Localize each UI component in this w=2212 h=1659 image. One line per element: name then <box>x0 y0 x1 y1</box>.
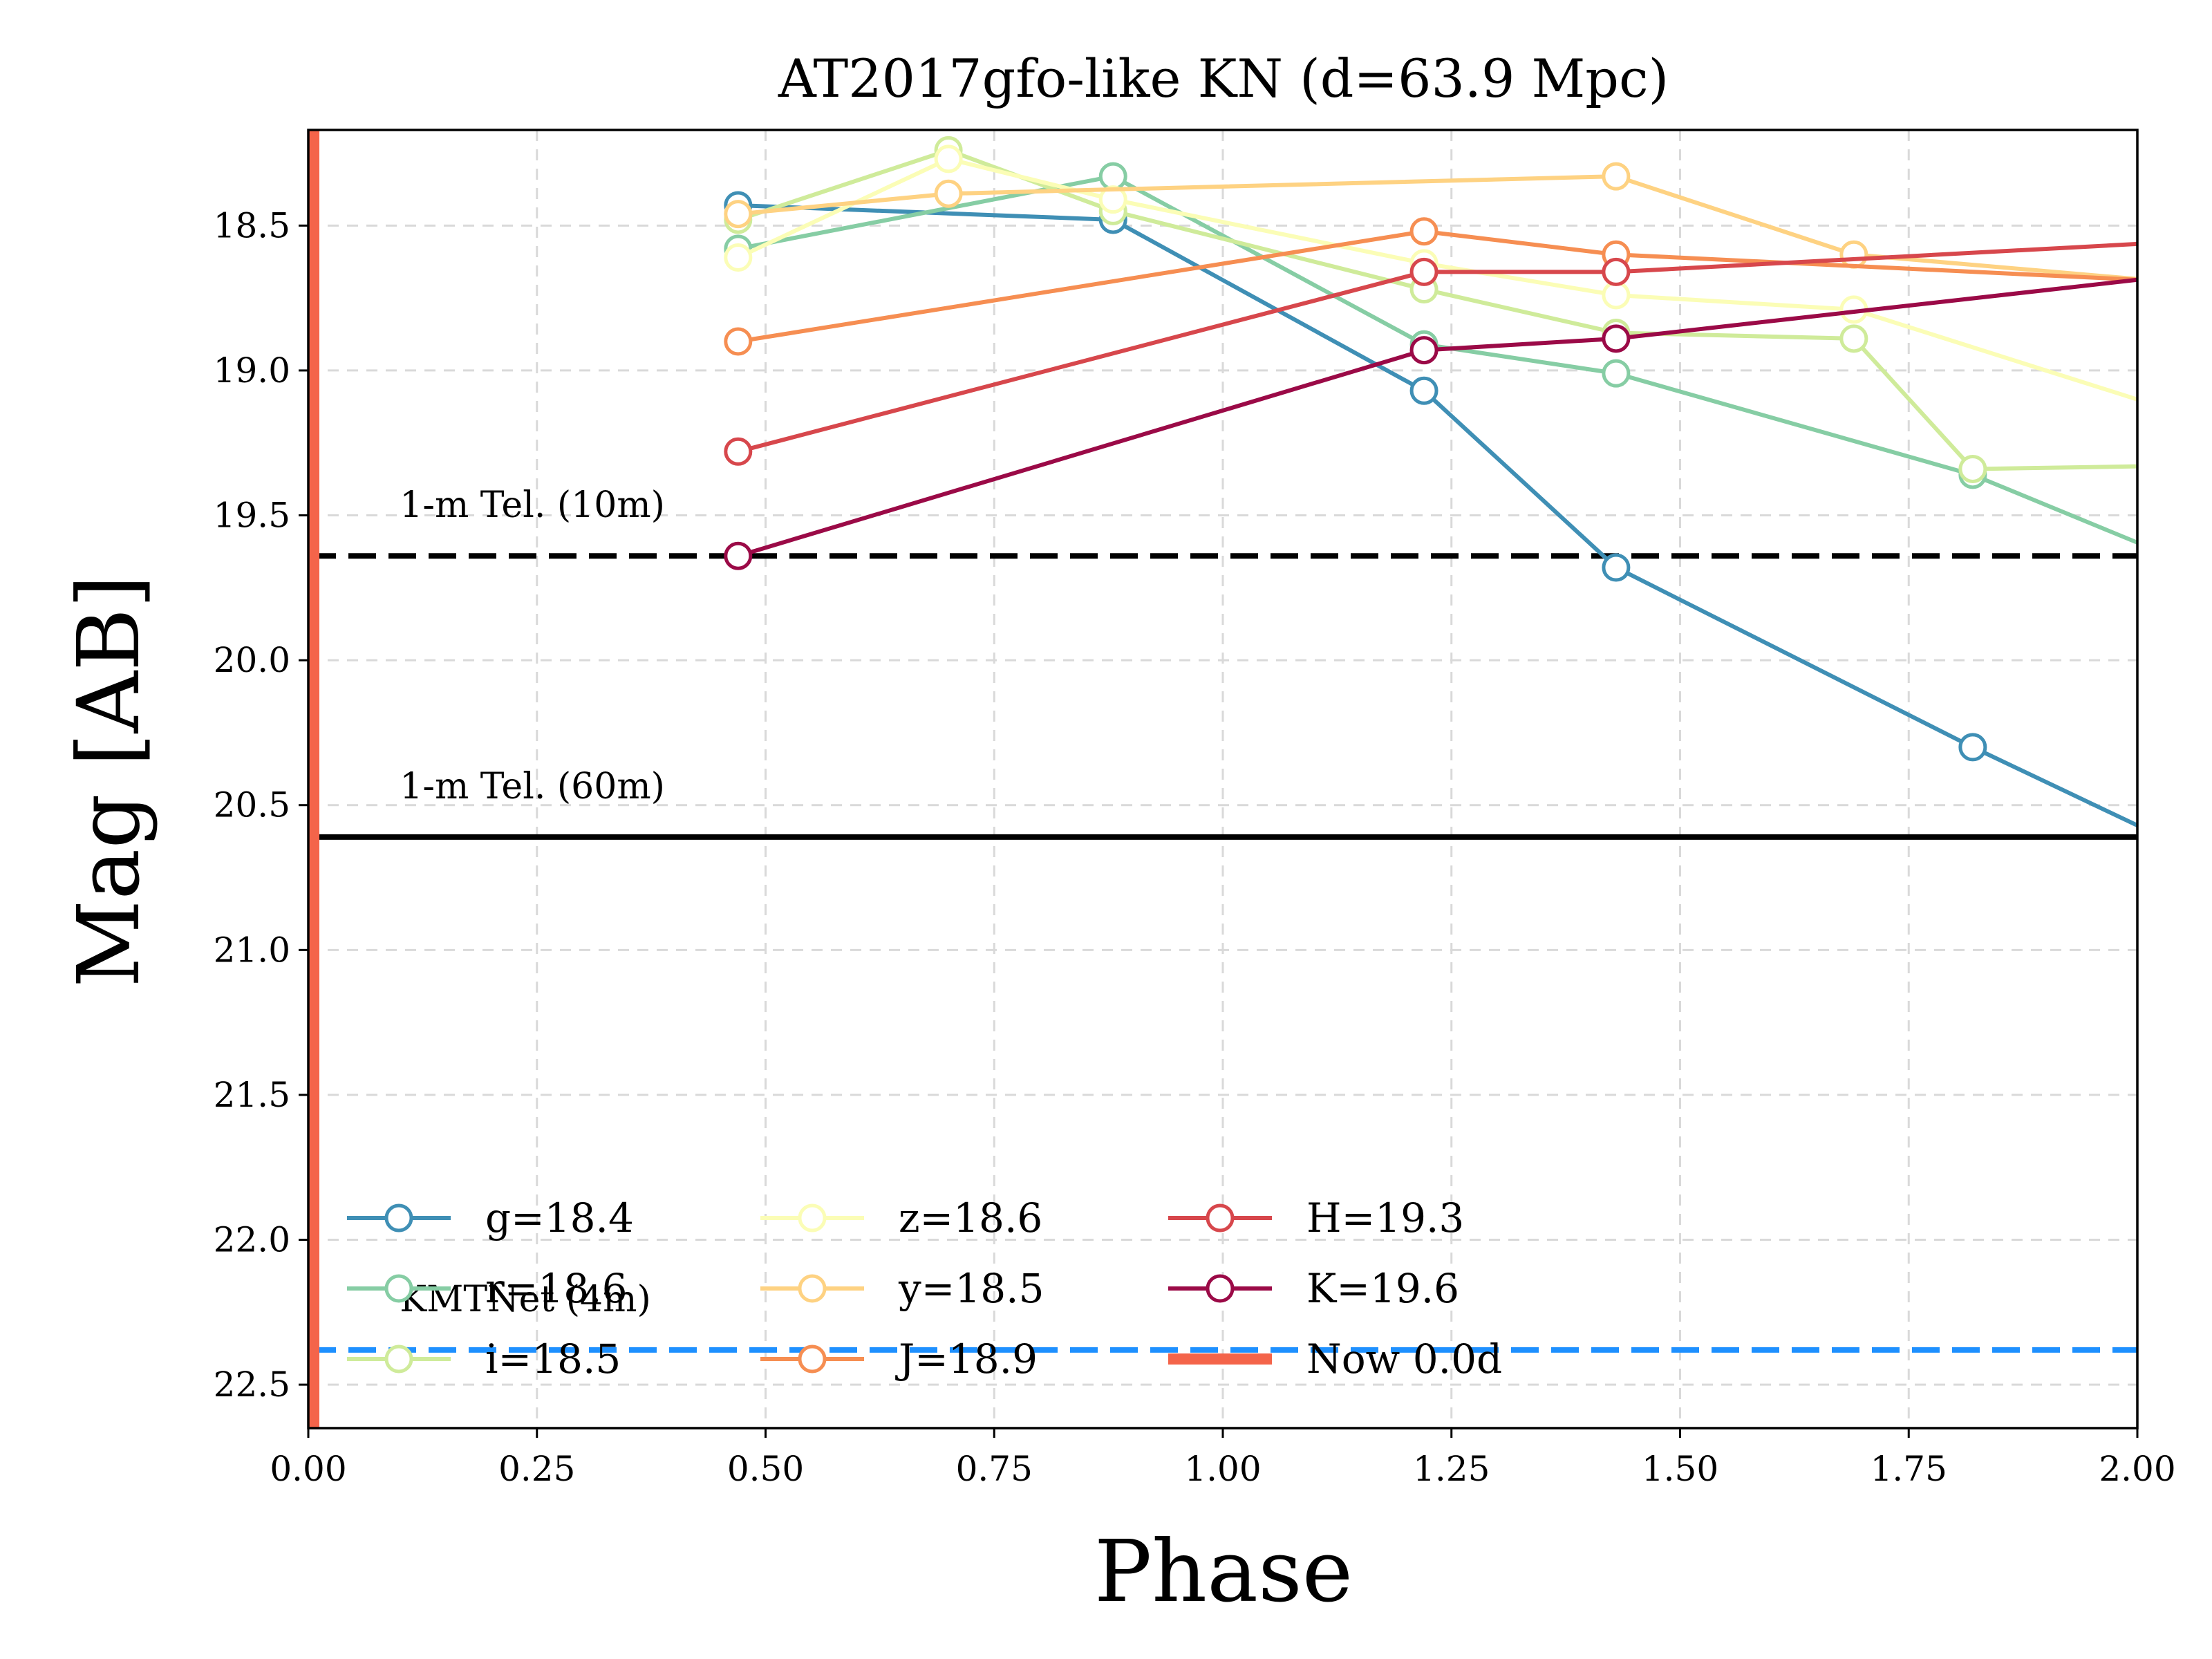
legend-marker <box>798 1274 827 1303</box>
x-tick-label: 1.50 <box>1642 1449 1718 1489</box>
axis-ticks: 0.00 0.25 0.50 0.75 1.00 1.25 1.50 1.75 2.00 18.5… <box>214 205 2176 1489</box>
series-5 <box>724 162 2137 281</box>
y-tick-label: 20.0 <box>214 640 290 680</box>
data-point <box>1409 336 1438 365</box>
legend-label: z=18.6 <box>899 1194 1042 1241</box>
reference-lines: 1-m Tel. (10m) 1-m Tel. (60m) KMTNet (4m) <box>308 485 2137 1353</box>
y-tick-label: 19.0 <box>214 350 290 391</box>
y-tick-label: 18.5 <box>214 205 290 245</box>
data-point <box>1958 454 1987 483</box>
data-point <box>1602 162 1631 191</box>
data-point <box>1839 240 1868 269</box>
legend-entry: g=18.4 <box>347 1194 634 1241</box>
series-1 <box>724 191 2137 828</box>
data-point <box>1602 359 1631 388</box>
data-point <box>724 541 753 570</box>
series-line <box>737 277 2137 559</box>
legend-label: H=19.3 <box>1306 1194 1464 1241</box>
legend-marker <box>384 1203 413 1232</box>
series-line <box>738 241 2137 454</box>
legend-label: r=18.6 <box>485 1265 627 1312</box>
data-point <box>1098 185 1127 214</box>
reference-line-label: KMTNet (4m) <box>400 1279 650 1320</box>
data-point <box>1409 217 1438 246</box>
legend-label: Now 0.0d <box>1306 1335 1502 1382</box>
legend-entry: i=18.5 <box>347 1335 621 1382</box>
y-tick-label: 22.0 <box>214 1220 290 1260</box>
legend-marker <box>1206 1203 1235 1232</box>
reference-line-label: 1-m Tel. (10m) <box>400 485 665 526</box>
legend-marker <box>384 1344 413 1374</box>
legend-entry: z=18.6 <box>760 1194 1042 1241</box>
series-8 <box>724 277 2137 570</box>
data-point <box>934 144 963 174</box>
data-point <box>934 179 963 208</box>
legend-label: g=18.4 <box>485 1194 634 1241</box>
x-tick-label: 1.25 <box>1413 1449 1490 1489</box>
series-layer <box>724 135 2137 828</box>
series-6 <box>724 217 2137 356</box>
legend: g=18.4 r=18.6 i=18.5 z=18.6 y=18.5 J=18.9 H=19… <box>347 1194 1502 1382</box>
legend-marker <box>798 1344 827 1374</box>
y-axis-title: Mag [AB] <box>59 574 159 987</box>
data-point <box>1602 553 1631 582</box>
series-line <box>738 203 2137 828</box>
series-line <box>738 229 2137 344</box>
data-point <box>1958 733 1987 762</box>
legend-entry: H=19.3 <box>1168 1194 1464 1241</box>
legend-entry: K=19.6 <box>1168 1265 1459 1312</box>
data-point <box>724 327 753 356</box>
y-tick-label: 19.5 <box>214 496 290 536</box>
x-tick-label: 1.75 <box>1871 1449 1947 1489</box>
y-tick-label: 21.0 <box>214 930 290 970</box>
data-point <box>724 243 753 272</box>
legend-entry: r=18.6 <box>347 1265 627 1312</box>
chart-title: AT2017gfo-like KN (d=63.9 Mpc) <box>778 48 1669 109</box>
legend-entry: Now 0.0d <box>1168 1335 1502 1382</box>
data-point <box>1602 257 1631 286</box>
y-tick-label: 22.5 <box>214 1365 290 1405</box>
data-point <box>1839 324 1868 353</box>
x-tick-label: 0.25 <box>498 1449 575 1489</box>
legend-label: y=18.5 <box>898 1265 1044 1312</box>
legend-label: J=18.9 <box>895 1335 1038 1382</box>
legend-marker <box>384 1274 413 1303</box>
data-point <box>1602 281 1631 310</box>
series-2 <box>724 162 2137 545</box>
legend-label: K=19.6 <box>1306 1265 1459 1312</box>
data-point <box>1602 324 1631 353</box>
data-point <box>1409 257 1438 286</box>
series-7 <box>724 241 2137 466</box>
reference-line-label: 1-m Tel. (60m) <box>400 766 665 807</box>
x-axis-title: Phase <box>1094 1522 1353 1622</box>
legend-label: i=18.5 <box>485 1335 621 1382</box>
y-tick-label: 20.5 <box>214 785 290 825</box>
x-tick-label: 0.50 <box>727 1449 804 1489</box>
legend-marker <box>798 1203 827 1232</box>
data-point <box>1409 376 1438 405</box>
data-point <box>724 200 753 229</box>
data-point <box>724 437 753 466</box>
legend-entry: y=18.5 <box>760 1265 1044 1312</box>
legend-marker <box>1206 1274 1235 1303</box>
series-line <box>737 148 2137 471</box>
x-tick-label: 1.00 <box>1184 1449 1261 1489</box>
legend-entry: J=18.9 <box>760 1335 1038 1382</box>
data-point <box>1098 162 1127 191</box>
x-tick-label: 0.75 <box>956 1449 1033 1489</box>
x-tick-label: 2.00 <box>2099 1449 2175 1489</box>
y-tick-label: 21.5 <box>214 1075 290 1115</box>
x-tick-label: 0.00 <box>270 1449 346 1489</box>
